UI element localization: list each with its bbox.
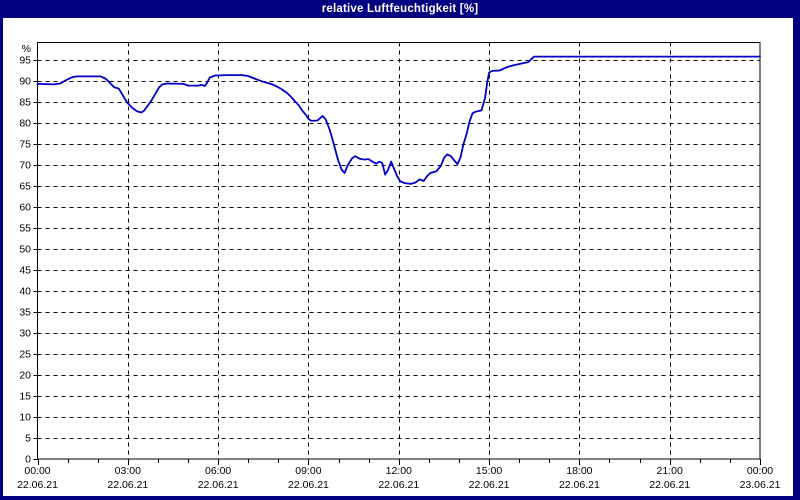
window-title: relative Luftfeuchtigkeit [%] [321,3,479,15]
x-time-label-0: 00:00 [24,465,50,477]
x-date-label-24: 23.06.21 [740,479,781,491]
y-tick-label-95: 95 [19,55,31,67]
y-tick-label-15: 15 [19,391,31,403]
x-time-label-9: 09:00 [295,465,321,477]
y-tick-label-30: 30 [19,328,31,340]
y-tick-label-85: 85 [19,97,31,109]
chart-background [3,18,793,496]
x-date-label-6: 22.06.21 [198,479,239,491]
x-time-label-15: 15:00 [476,465,502,477]
y-tick-label-45: 45 [19,265,31,277]
y-tick-label-35: 35 [19,307,31,319]
y-tick-label-25: 25 [19,349,31,361]
x-time-label-6: 06:00 [205,465,231,477]
y-tick-label-10: 10 [19,412,31,424]
x-date-label-9: 22.06.21 [288,479,329,491]
x-date-label-12: 22.06.21 [378,479,419,491]
plot-border [37,42,761,460]
y-tick-label-80: 80 [19,118,31,130]
y-tick-label-65: 65 [19,181,31,193]
x-time-label-24: 00:00 [747,465,773,477]
x-time-label-18: 18:00 [566,465,592,477]
y-tick-label-40: 40 [19,286,31,298]
y-tick-label-5: 5 [25,433,31,445]
y-tick-label-60: 60 [19,202,31,214]
y-tick-label-50: 50 [19,244,31,256]
y-tick-label-20: 20 [19,370,31,382]
y-tick-label-0: 0 [25,454,31,466]
y-tick-label-55: 55 [19,223,31,235]
series-line-0 [36,55,761,185]
y-tick-label-90: 90 [19,76,31,88]
window-titlebar: relative Luftfeuchtigkeit [%] [0,0,800,18]
x-date-label-0: 22.06.21 [17,479,58,491]
x-date-label-21: 22.06.21 [649,479,690,491]
y-tick-label-75: 75 [19,139,31,151]
y-unit-label: % [22,43,31,55]
x-time-label-21: 21:00 [657,465,683,477]
x-date-label-18: 22.06.21 [559,479,600,491]
x-date-label-3: 22.06.21 [107,479,148,491]
x-date-label-15: 22.06.21 [469,479,510,491]
y-tick-label-70: 70 [19,160,31,172]
x-time-label-12: 12:00 [386,465,412,477]
x-time-label-3: 03:00 [115,465,141,477]
